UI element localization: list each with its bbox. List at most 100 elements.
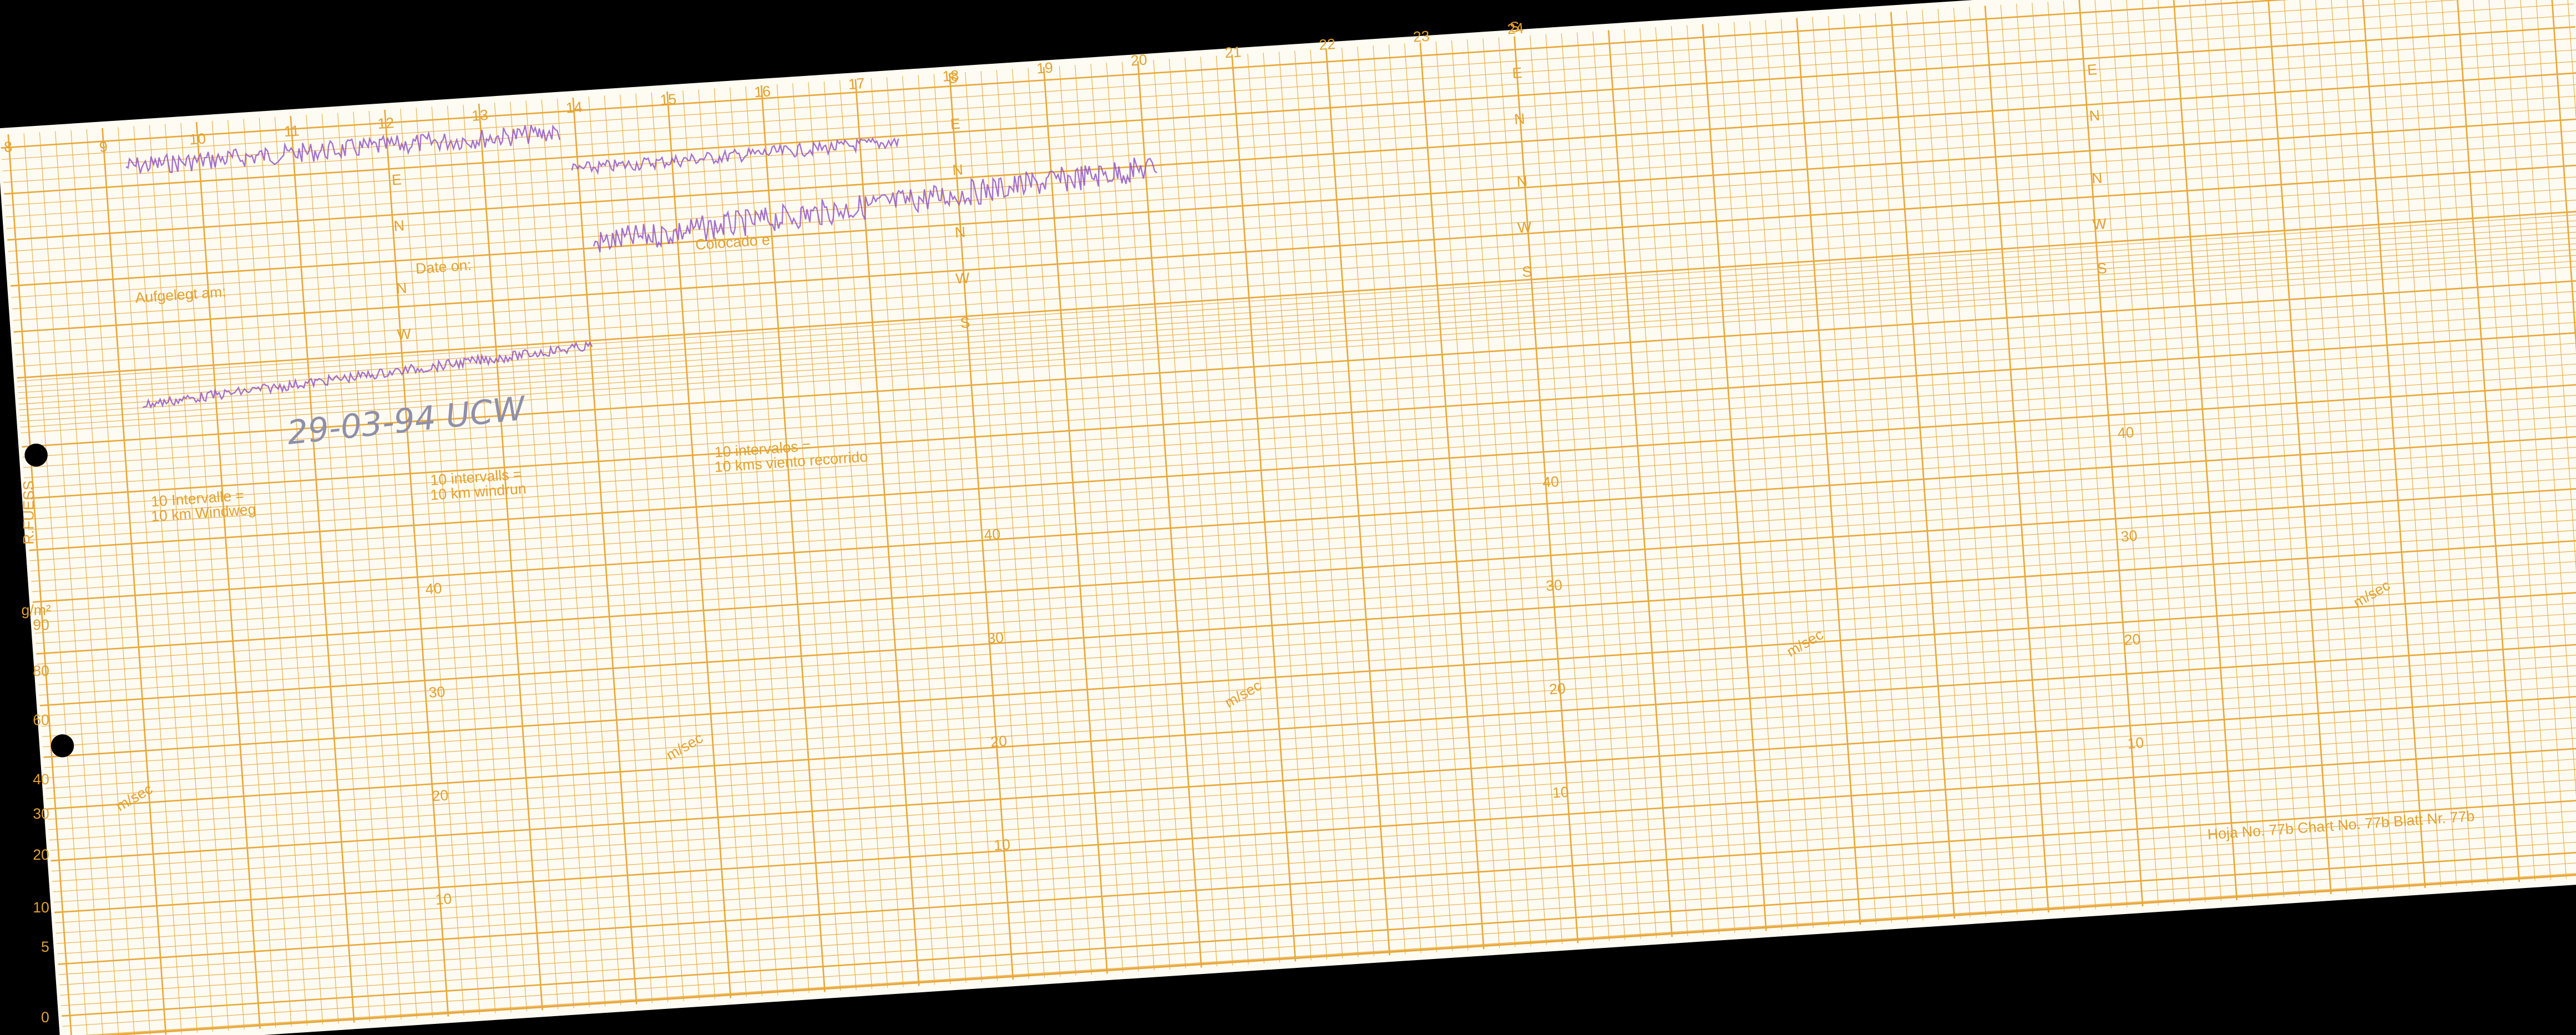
label: N [393, 217, 405, 234]
label: 40 [2117, 424, 2135, 442]
row-line [55, 755, 2576, 924]
row-line [15, 187, 2576, 356]
row-line [37, 496, 2576, 664]
row-line [18, 231, 2576, 399]
row-line [45, 610, 2576, 779]
label: S [960, 314, 971, 331]
row-line [20, 260, 2576, 428]
label: 24 [1507, 20, 1525, 38]
row-line [41, 548, 2576, 717]
row-line [27, 362, 2576, 530]
punch-hole [24, 443, 48, 467]
label: 30 [986, 629, 1004, 647]
row-line [62, 848, 2576, 1017]
label: 18 [942, 67, 960, 85]
label: 22 [1318, 35, 1336, 53]
row-line [29, 393, 2576, 561]
row-line [32, 434, 2576, 603]
row-line [63, 869, 2576, 1035]
row-line [46, 631, 2576, 799]
row-line [41, 559, 2576, 727]
row-line [53, 734, 2576, 903]
row-line [25, 331, 2576, 500]
row-line [62, 859, 2576, 1027]
row-line [55, 765, 2576, 933]
row-line [13, 153, 2576, 321]
row-line [10, 118, 2576, 287]
row-line [58, 796, 2576, 965]
row-line [39, 527, 2576, 696]
row-line [47, 641, 2576, 810]
label: 17 [848, 75, 866, 93]
row-line [23, 300, 2576, 468]
row-line [20, 254, 2576, 422]
row-line [52, 714, 2576, 882]
row-line [27, 352, 2576, 520]
label: 16 [753, 83, 771, 100]
label: N [952, 161, 964, 179]
label: 20 [432, 787, 449, 804]
row-line [19, 248, 2576, 416]
row-line [13, 164, 2576, 333]
label: N [954, 224, 966, 241]
row-line [6, 49, 2576, 217]
row-line [26, 341, 2576, 510]
row-line [3, 15, 2575, 183]
row-line [50, 683, 2576, 851]
label: N [2091, 169, 2103, 186]
label: 8 [3, 138, 13, 155]
label: E [1512, 64, 1523, 82]
label: 10 [1552, 784, 1570, 801]
row-line [60, 828, 2576, 996]
label: E [2087, 61, 2098, 78]
row-line [49, 672, 2576, 841]
label: 10 [189, 130, 206, 148]
label: 13 [471, 106, 489, 124]
row-line [28, 372, 2576, 541]
label: 20 [1130, 51, 1148, 69]
row-line [36, 476, 2576, 644]
label: 14 [565, 99, 583, 116]
row-line [17, 219, 2576, 388]
row-line [29, 382, 2576, 551]
row-line [18, 236, 2576, 405]
label: Date on: [415, 256, 472, 277]
row-line [8, 84, 2576, 252]
label: 9 [99, 138, 108, 155]
label: 20 [2124, 631, 2142, 648]
row-line [38, 507, 2576, 675]
row-line [48, 662, 2576, 830]
label: 40 [1542, 473, 1560, 491]
label: 5 [41, 938, 49, 955]
label: 80 [33, 662, 49, 679]
label: E [950, 115, 961, 133]
row-line [57, 776, 2576, 944]
label: 21 [1224, 43, 1242, 61]
pen-trace [593, 158, 1157, 253]
row-line [58, 807, 2576, 975]
label: N [396, 280, 407, 297]
pen-traces [125, 124, 1157, 409]
label: N [2089, 107, 2101, 124]
label: R.FUESS [20, 480, 37, 544]
pen-trace [143, 341, 593, 409]
row-line [6, 61, 2576, 229]
label: 40 [425, 580, 443, 597]
label: 30 [33, 805, 49, 822]
row-line [24, 321, 2576, 489]
label: 15 [660, 91, 677, 109]
label: N [1516, 172, 1528, 190]
row-line [42, 569, 2576, 737]
label: S [1521, 263, 1532, 280]
row-line [12, 141, 2576, 310]
label: W [397, 325, 412, 343]
row-line [59, 817, 2576, 986]
row-line [17, 210, 2576, 379]
row-line [36, 486, 2576, 655]
row-line [31, 403, 2576, 572]
label: 20 [33, 846, 49, 863]
row-line [45, 621, 2576, 789]
row-line [63, 870, 2576, 1035]
label: 40 [33, 771, 49, 788]
row-line [34, 465, 2576, 633]
